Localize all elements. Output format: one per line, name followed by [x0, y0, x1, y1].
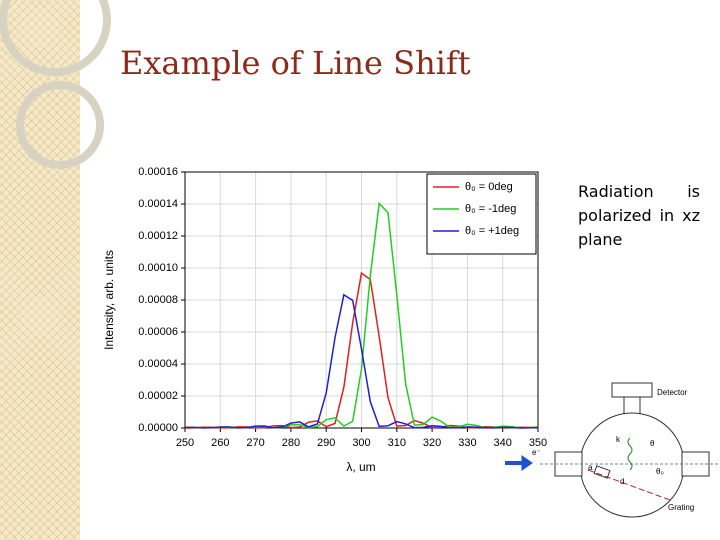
x-tick-label: 270	[246, 437, 264, 449]
x-tick-label: 340	[494, 437, 512, 449]
wave	[627, 437, 633, 471]
beam-arrowhead	[521, 455, 533, 471]
diagram-label: d	[620, 477, 624, 486]
x-tick-label: 300	[352, 437, 370, 449]
plot-frame	[184, 171, 539, 429]
legend-label: θ₀ = 0deg	[465, 181, 513, 193]
x-axis-label: λ, um	[346, 460, 375, 474]
diagram-label: θ₀	[656, 467, 664, 476]
diagram-label: a	[588, 463, 593, 472]
slide-title: Example of Line Shift	[120, 44, 471, 82]
y-tick-label: 0.00008	[138, 294, 178, 306]
detector-box	[611, 382, 653, 398]
x-tick-label: 350	[529, 437, 547, 449]
diagram	[505, 382, 718, 518]
series-line	[185, 293, 539, 429]
y-tick-label: 0.00004	[138, 358, 178, 370]
y-tick-label: 0.00010	[138, 262, 178, 274]
legend-label: θ₀ = +1deg	[465, 225, 519, 237]
x-tick-label: 250	[176, 437, 194, 449]
decor-ring	[16, 81, 104, 169]
x-tick-label: 310	[388, 437, 406, 449]
legend-label: θ₀ = -1deg	[465, 203, 516, 215]
diagram-label: Detector	[657, 388, 688, 397]
y-tick-label: 0.00000	[138, 422, 178, 434]
decor-ring	[0, 0, 111, 76]
diagram-label: e⁻	[532, 448, 541, 457]
y-axis-label: Intensity, arb. units	[102, 250, 116, 350]
diagram-label: θ	[650, 439, 655, 448]
y-tick-label: 0.00006	[138, 326, 178, 338]
x-tick-label: 330	[458, 437, 476, 449]
diagram-label: Grating	[668, 503, 694, 512]
x-tick-label: 320	[423, 437, 441, 449]
grating-line	[587, 469, 671, 501]
x-tick-label: 260	[211, 437, 229, 449]
diagram-label: k	[616, 435, 621, 444]
y-tick-label: 0.00014	[138, 198, 178, 210]
bunch	[593, 465, 611, 479]
slide-text: Radiation is polarized in xz plane	[578, 182, 700, 249]
y-tick-label: 0.00012	[138, 230, 178, 242]
x-tick-label: 290	[317, 437, 335, 449]
x-tick-label: 280	[282, 437, 300, 449]
detector-arm	[623, 396, 641, 416]
y-tick-label: 0.00002	[138, 390, 178, 402]
y-tick-label: 0.00016	[138, 166, 178, 178]
